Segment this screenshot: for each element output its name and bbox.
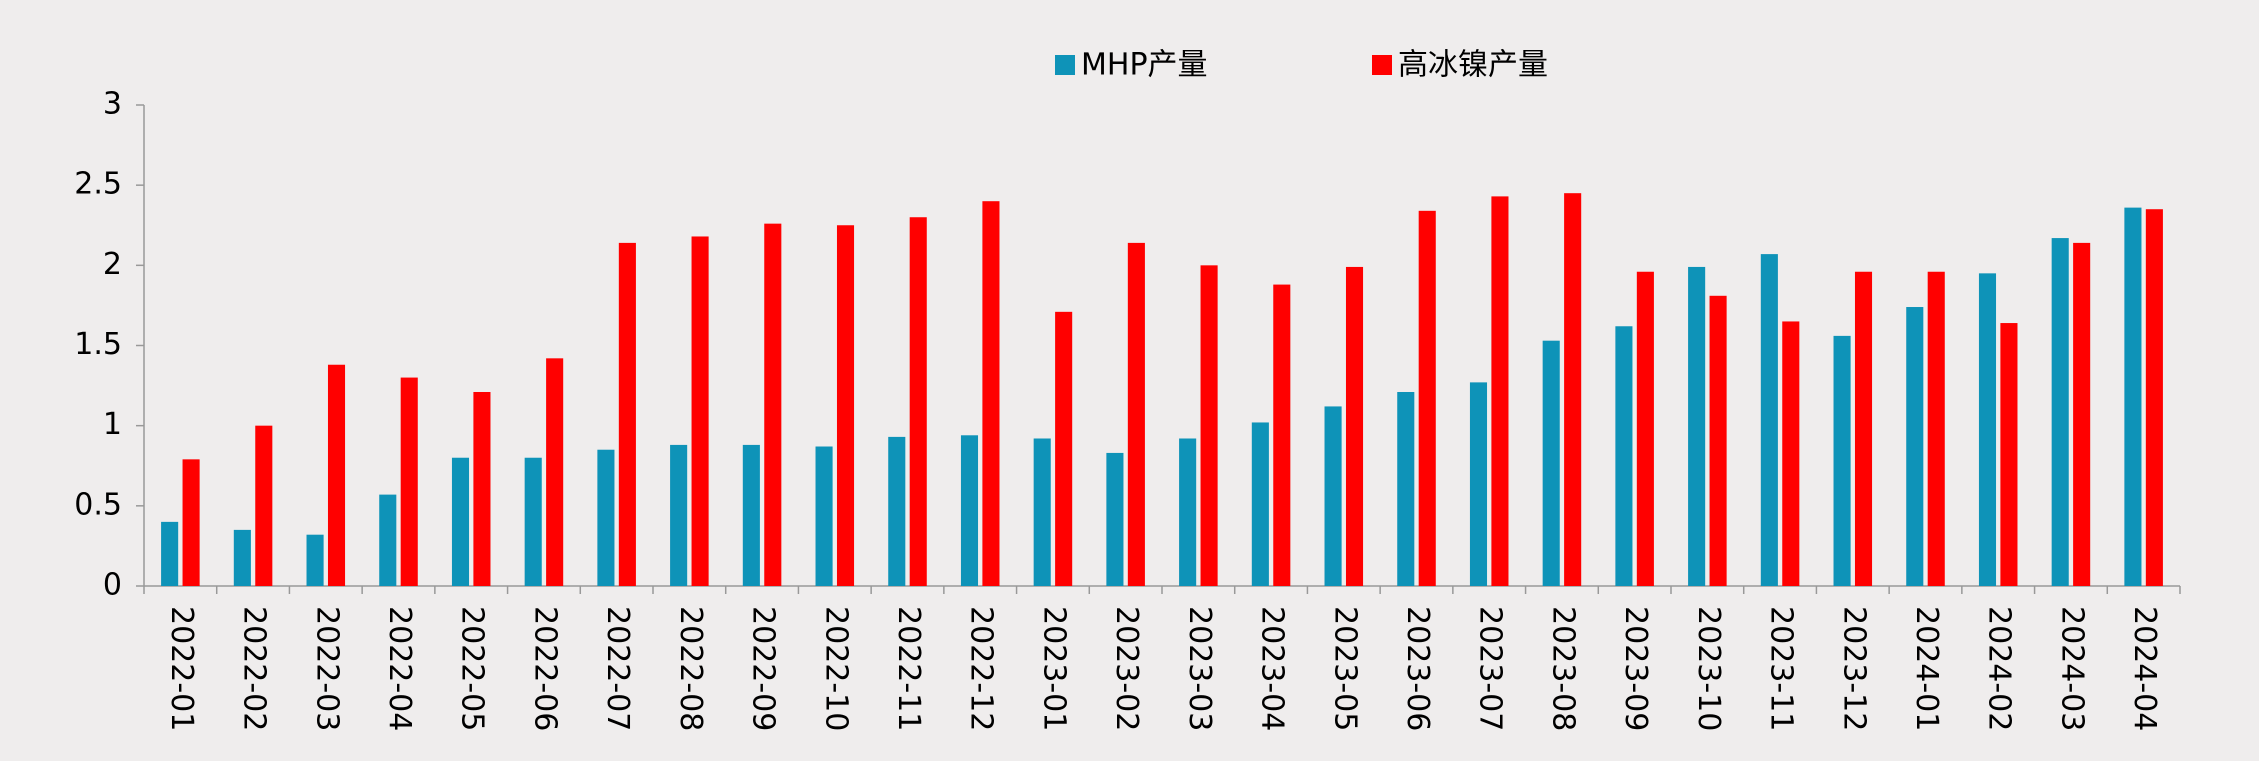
bar <box>1636 271 1654 586</box>
bar <box>1033 438 1051 586</box>
x-tick-label: 2023-05 <box>1327 606 1362 731</box>
bar <box>546 358 564 586</box>
legend-label: MHP产量 <box>1081 48 1208 83</box>
bar <box>1833 335 1851 586</box>
x-tick-label: 2022-09 <box>746 606 781 731</box>
x-tick-label: 2022-04 <box>382 606 417 731</box>
bar <box>182 459 200 586</box>
bar <box>691 236 709 586</box>
legend-marker <box>1372 55 1392 75</box>
x-tick-label: 2022-01 <box>164 606 199 731</box>
x-tick-label: 2023-08 <box>1545 606 1580 731</box>
bar <box>2145 209 2163 586</box>
bar <box>1688 266 1706 586</box>
y-tick-label: 0.5 <box>74 487 122 522</box>
bar <box>1978 273 1997 586</box>
bar <box>327 364 346 586</box>
y-tick-label: 0 <box>103 568 122 603</box>
bar <box>2000 323 2018 586</box>
bar <box>1251 422 1269 586</box>
bar <box>1397 391 1415 586</box>
bar <box>161 521 179 586</box>
bar <box>1709 295 1727 586</box>
bar <box>1615 326 1633 586</box>
x-tick-label: 2023-09 <box>1618 606 1653 731</box>
y-tick-label: 2 <box>103 247 122 282</box>
x-tick-label: 2023-11 <box>1764 606 1799 731</box>
bar <box>451 457 470 586</box>
x-tick-label: 2024-01 <box>1909 606 1944 731</box>
x-tick-label: 2024-04 <box>2127 606 2162 731</box>
bar <box>524 457 542 586</box>
bar <box>1127 242 1145 587</box>
x-tick-label: 2024-02 <box>1982 606 2017 731</box>
y-tick-label: 1.5 <box>74 327 122 362</box>
bar <box>1927 271 1945 586</box>
y-tick-label: 1 <box>103 407 122 442</box>
bar <box>888 436 906 586</box>
x-tick-label: 2022-05 <box>455 606 490 731</box>
bar <box>909 217 927 586</box>
bar <box>255 425 273 586</box>
x-tick-label: 2023-10 <box>1691 606 1726 731</box>
x-tick-label: 2023-06 <box>1400 606 1435 731</box>
bar <box>670 444 688 586</box>
x-tick-label: 2022-06 <box>527 606 562 731</box>
bar <box>1854 271 1873 586</box>
x-tick-label: 2023-04 <box>1255 606 1290 731</box>
bar <box>1324 406 1342 586</box>
bar <box>306 534 324 586</box>
x-tick-label: 2022-02 <box>237 606 272 731</box>
bar <box>960 435 979 586</box>
x-tick-label: 2022-11 <box>891 606 926 731</box>
x-tick-label: 2023-03 <box>1182 606 1217 731</box>
bar <box>1179 438 1197 586</box>
bar <box>400 377 418 586</box>
bar <box>1345 266 1364 586</box>
y-tick-label: 2.5 <box>74 167 122 202</box>
x-tick-label: 2023-02 <box>1109 606 1144 731</box>
bar <box>379 494 397 586</box>
bar <box>2073 242 2091 587</box>
bar <box>2124 207 2142 586</box>
y-tick-label: 3 <box>103 87 122 122</box>
bar <box>1906 307 1924 586</box>
x-tick-label: 2022-10 <box>818 606 853 731</box>
x-tick-label: 2022-03 <box>309 606 344 731</box>
bar <box>815 446 833 586</box>
x-tick-label: 2023-12 <box>1836 606 1871 731</box>
bar <box>597 449 615 586</box>
bar <box>982 201 1000 586</box>
bar <box>233 529 251 586</box>
bar <box>742 444 760 586</box>
legend-marker <box>1055 55 1075 75</box>
x-tick-label: 2023-07 <box>1473 606 1508 731</box>
legend-label: 高冰镍产量 <box>1398 48 1548 83</box>
x-tick-label: 2023-01 <box>1036 606 1071 731</box>
x-tick-label: 2022-08 <box>673 606 708 731</box>
x-tick-label: 2022-12 <box>964 606 999 731</box>
bar <box>1055 311 1073 586</box>
bar <box>1273 284 1291 586</box>
bar <box>764 223 782 586</box>
bar <box>1469 382 1488 586</box>
bar <box>1542 340 1560 586</box>
bar <box>1418 210 1436 586</box>
bar <box>1760 254 1778 587</box>
bar <box>1564 193 1582 586</box>
bar <box>1200 265 1218 586</box>
bar <box>836 225 855 586</box>
bar <box>2051 238 2069 586</box>
bar <box>473 391 491 586</box>
bar <box>1491 196 1509 586</box>
bar <box>1782 321 1800 586</box>
bar <box>618 242 636 587</box>
x-tick-label: 2022-07 <box>600 606 635 731</box>
x-tick-label: 2024-03 <box>2054 606 2089 731</box>
bar <box>1106 452 1124 586</box>
